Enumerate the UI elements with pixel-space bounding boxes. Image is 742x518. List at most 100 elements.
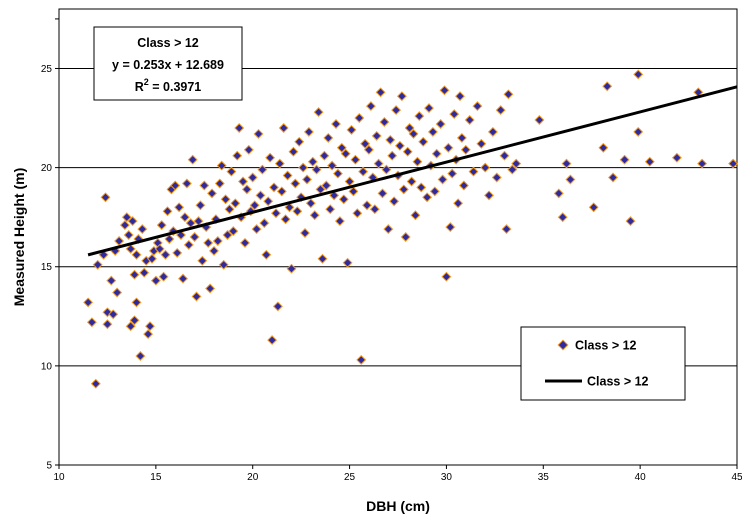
data-point (588, 202, 599, 213)
data-point (396, 91, 407, 102)
data-point (350, 154, 361, 165)
data-point (86, 317, 97, 328)
data-point (125, 243, 136, 254)
data-point (230, 198, 241, 209)
data-point (131, 249, 142, 260)
data-point (416, 182, 427, 193)
data-point (100, 192, 111, 203)
legend-marker-symbol (557, 339, 569, 351)
data-point (257, 164, 268, 175)
data-point (317, 253, 328, 264)
data-point (290, 178, 301, 189)
data-point (193, 216, 204, 227)
data-point (108, 309, 119, 320)
data-point (309, 210, 320, 221)
data-point (511, 158, 522, 169)
data-point (391, 105, 402, 116)
equation-box (93, 26, 243, 101)
data-point (191, 291, 202, 302)
data-point (644, 156, 655, 167)
data-point (375, 87, 386, 98)
data-point (207, 188, 217, 199)
data-point (697, 158, 708, 169)
data-point (197, 255, 208, 266)
equation-r-squared: R2 = 0.3971 (135, 77, 202, 94)
data-point (602, 81, 613, 92)
data-point (271, 208, 281, 219)
equation-title: Class > 12 (137, 36, 199, 50)
data-point (377, 188, 388, 199)
data-point (633, 126, 644, 137)
data-point (189, 232, 200, 242)
data-point (234, 123, 245, 133)
data-point (565, 174, 576, 185)
data-point (336, 142, 347, 153)
data-point (179, 212, 190, 223)
y-tick-label: 15 (41, 262, 53, 273)
x-tick-label: 15 (150, 472, 162, 483)
data-point (263, 196, 274, 207)
data-point (302, 174, 312, 185)
data-point (232, 150, 243, 161)
data-point (484, 190, 494, 201)
data-point (625, 216, 636, 227)
data-point (243, 144, 254, 155)
data-point (334, 216, 345, 227)
data-point (437, 174, 448, 185)
data-point (385, 134, 396, 145)
data-point (728, 158, 739, 169)
data-point (158, 271, 169, 282)
data-point (356, 354, 367, 365)
data-point (183, 239, 194, 250)
data-point (319, 150, 330, 161)
data-point (408, 128, 419, 139)
y-tick-labels: 5 10 15 20 25 (41, 64, 53, 472)
data-point (209, 245, 219, 256)
data-point (143, 329, 154, 340)
data-point (292, 206, 303, 217)
data-point (441, 271, 452, 282)
data-point (464, 115, 475, 125)
data-point (288, 146, 299, 157)
data-point (125, 321, 136, 332)
data-point (325, 204, 336, 215)
data-point (501, 224, 512, 235)
data-point (114, 236, 125, 246)
data-point (294, 136, 305, 147)
data-point (414, 111, 425, 122)
data-point (160, 249, 171, 260)
data-point (456, 132, 467, 143)
data-point (251, 224, 262, 235)
data-point (348, 186, 359, 197)
data-point (449, 109, 460, 120)
data-point (435, 119, 446, 129)
data-point (443, 142, 454, 153)
data-point (342, 257, 353, 268)
data-point (238, 176, 248, 187)
data-point (226, 166, 237, 177)
x-tick-label: 30 (441, 472, 453, 483)
data-point (431, 148, 442, 159)
data-point (331, 119, 341, 129)
data-point (170, 180, 181, 191)
data-point (358, 166, 369, 177)
data-point (329, 190, 340, 201)
data-point (476, 138, 487, 149)
data-point (139, 267, 150, 278)
data-point (338, 194, 349, 205)
data-point (410, 210, 421, 221)
y-tick-label: 5 (46, 461, 52, 472)
data-point (398, 184, 409, 195)
data-point (458, 180, 469, 191)
data-point (305, 198, 316, 209)
data-point (424, 103, 434, 114)
data-point (418, 136, 429, 147)
data-point (121, 212, 132, 223)
data-point (439, 85, 450, 96)
x-tick-label: 40 (635, 472, 647, 483)
data-point (222, 230, 233, 240)
data-point (344, 176, 355, 187)
data-point (387, 150, 398, 161)
data-point (272, 301, 283, 312)
data-point (553, 188, 564, 199)
